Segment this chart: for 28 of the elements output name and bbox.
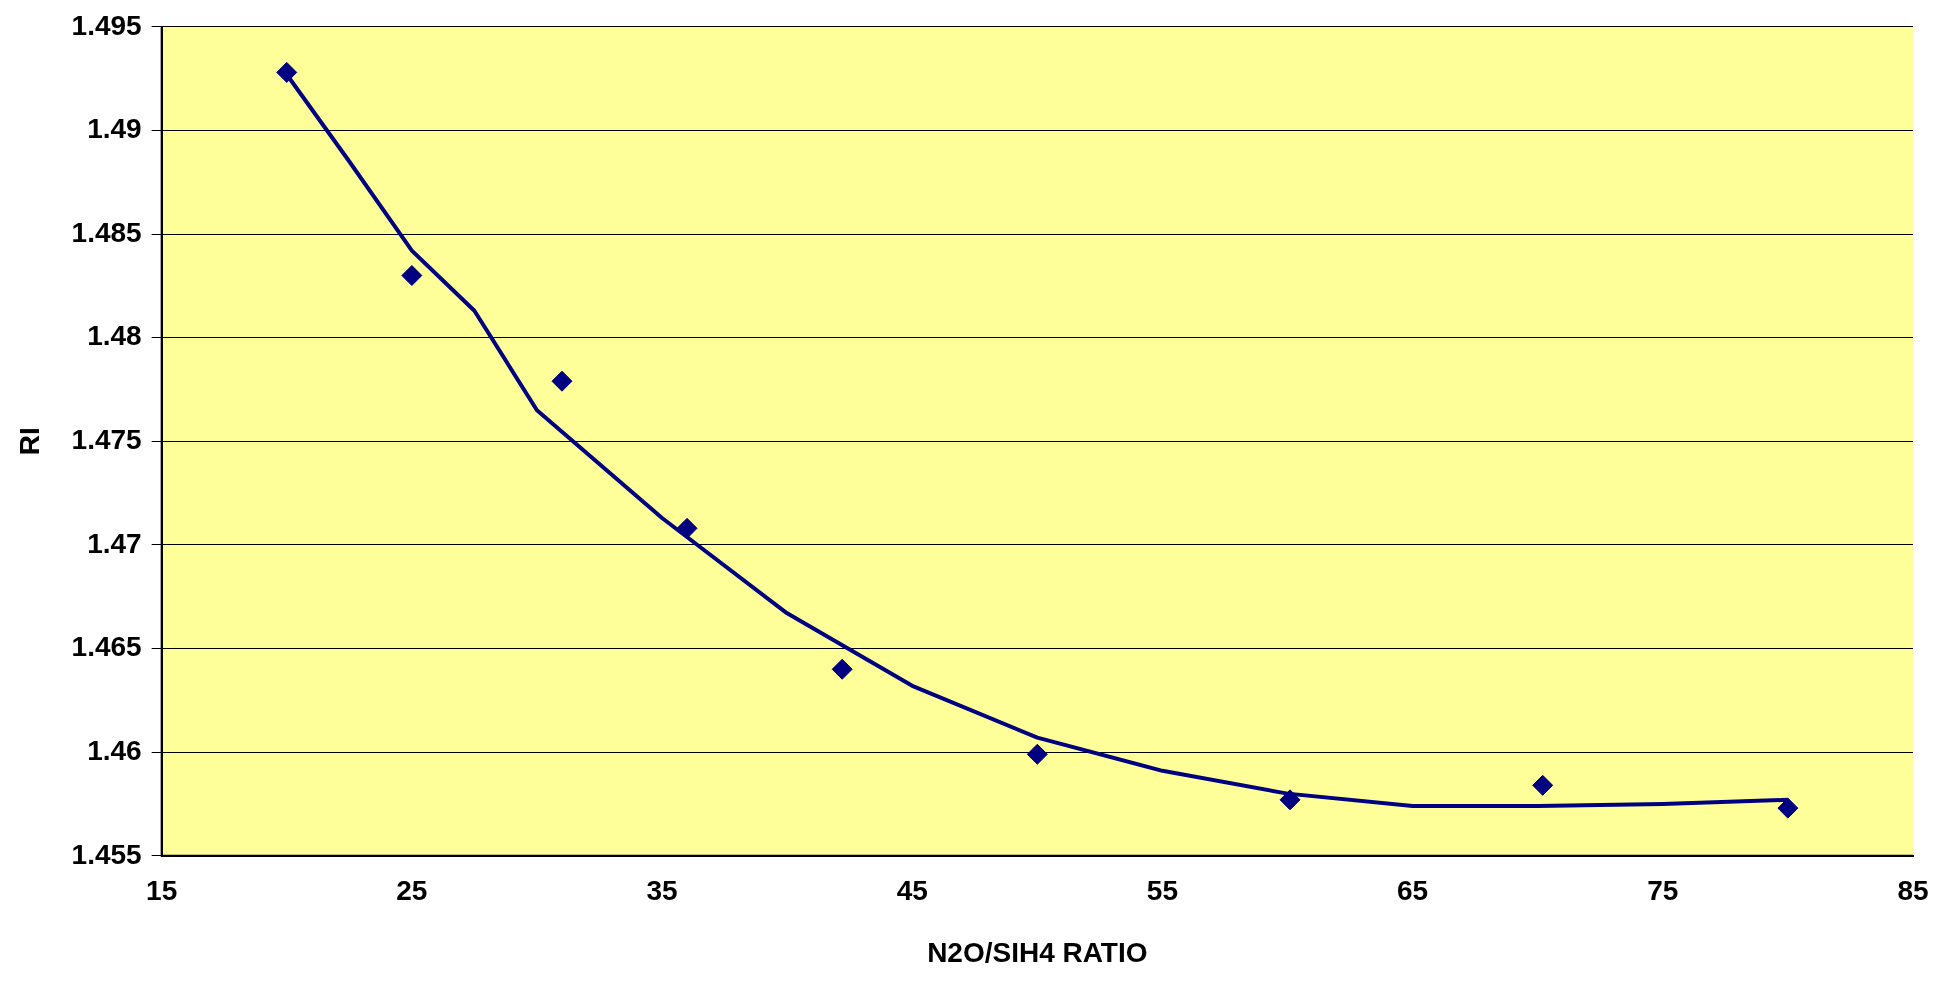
point [831, 658, 853, 680]
x-tick-label: 45 [896, 875, 928, 907]
x-tick-label: 85 [1897, 875, 1929, 907]
point [1279, 789, 1301, 811]
y-tick-label: 1.48 [87, 320, 142, 352]
y-axis-title: RI [13, 427, 45, 456]
point [276, 61, 298, 83]
x-tick-label: 65 [1397, 875, 1429, 907]
point [401, 265, 423, 286]
y-tick-label: 1.49 [87, 113, 142, 145]
y-tick-label: 1.455 [71, 838, 142, 870]
point [1777, 797, 1799, 819]
point [676, 517, 698, 539]
y-tick-label: 1.495 [71, 9, 142, 41]
x-tick-label: 35 [646, 875, 678, 907]
x-tick-label: 75 [1647, 875, 1679, 907]
x-tick-label: 15 [146, 875, 178, 907]
point [1532, 774, 1554, 796]
y-tick-label: 1.46 [87, 734, 142, 766]
point [1026, 743, 1048, 765]
y-tick-label: 1.47 [87, 527, 142, 559]
x-tick-label: 25 [396, 875, 428, 907]
point [551, 370, 573, 392]
x-tick-label: 55 [1146, 875, 1179, 907]
y-tick-label: 1.485 [71, 216, 142, 248]
y-tick-label: 1.475 [71, 424, 142, 456]
y-tick-label: 1.465 [71, 631, 142, 663]
x-axis-title: N2O/SIH4 RATIO [927, 936, 1148, 968]
